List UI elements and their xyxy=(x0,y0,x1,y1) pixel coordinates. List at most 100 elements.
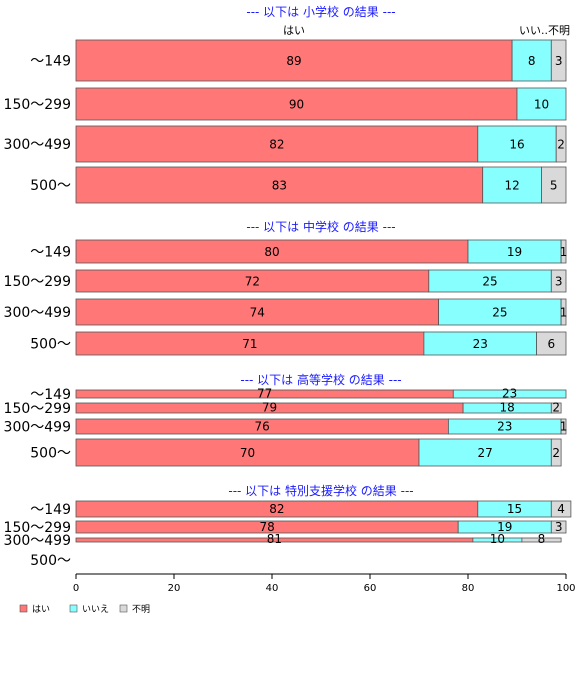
bar-value-label: 8 xyxy=(538,532,546,546)
bar-value-label: 3 xyxy=(555,54,563,68)
bar-value-label: 5 xyxy=(550,178,558,192)
bar-segment-unknown xyxy=(560,298,567,326)
category-label: ～149 xyxy=(30,54,71,70)
bar-segment-unknown xyxy=(521,537,562,543)
x-tick-label: 20 xyxy=(168,583,181,594)
series-header-yes: はい xyxy=(283,24,305,37)
x-tick-label: 60 xyxy=(364,583,377,594)
bar-value-label: 3 xyxy=(555,520,563,534)
category-label: 150～299 xyxy=(4,401,71,417)
section-title: --- 以下は 中学校 の結果 --- xyxy=(246,219,395,234)
bar-value-label: 1 xyxy=(560,245,568,259)
bar-value-label: 2 xyxy=(557,137,565,151)
bar-segment-unknown xyxy=(550,500,572,518)
bar-value-label: 23 xyxy=(497,419,512,433)
bar-value-label: 74 xyxy=(250,305,265,319)
x-tick-label: 80 xyxy=(462,583,475,594)
bar-segment-yes xyxy=(75,438,420,467)
legend-label: はい xyxy=(32,604,50,615)
bar-value-label: 2 xyxy=(552,446,560,460)
category-label: 150～299 xyxy=(4,97,71,113)
bar-value-label: 82 xyxy=(269,137,284,151)
bar-value-label: 19 xyxy=(497,520,512,534)
bar-value-label: 23 xyxy=(473,337,488,351)
bar-segment-unknown xyxy=(550,438,562,467)
category-label: 500～ xyxy=(30,178,71,194)
category-label: 500～ xyxy=(30,553,71,569)
bar-value-label: 76 xyxy=(255,419,270,433)
bar-value-label: 2 xyxy=(552,401,560,415)
bar-segment-unknown xyxy=(550,402,562,414)
series-header-other: いい..不明 xyxy=(519,24,570,37)
bar-segment-no xyxy=(477,125,557,163)
bar-value-label: 27 xyxy=(478,446,493,460)
bar-segment-unknown xyxy=(550,39,567,82)
bar-segment-no xyxy=(482,166,542,204)
bar-segment-no xyxy=(418,438,552,467)
bar-value-label: 10 xyxy=(490,532,505,546)
bar-value-label: 71 xyxy=(242,337,257,351)
legend-label: いいえ xyxy=(82,604,109,615)
x-tick-label: 0 xyxy=(73,583,79,594)
bar-value-label: 1 xyxy=(560,305,568,319)
category-label: ～149 xyxy=(30,387,71,403)
bar-value-label: 18 xyxy=(500,401,515,415)
bar-value-label: 25 xyxy=(492,305,507,319)
category-label: 300～499 xyxy=(4,533,71,549)
bar-value-label: 1 xyxy=(560,419,568,433)
bar-value-label: 81 xyxy=(267,532,282,546)
bar-value-label: 79 xyxy=(262,401,277,415)
category-label: 500～ xyxy=(30,446,71,462)
bar-segment-no xyxy=(511,39,552,82)
bar-value-label: 78 xyxy=(259,520,274,534)
bar-value-label: 4 xyxy=(557,502,565,516)
legend-label: 不明 xyxy=(132,604,150,615)
bar-value-label: 90 xyxy=(289,97,304,111)
legend-swatch xyxy=(19,604,28,613)
bar-value-label: 82 xyxy=(269,502,284,516)
bar-segment-yes xyxy=(75,125,479,163)
section-title: --- 以下は 特別支援学校 の結果 --- xyxy=(228,483,413,498)
bar-segment-unknown xyxy=(550,520,567,534)
legend-swatch xyxy=(119,604,128,613)
bar-value-label: 19 xyxy=(507,245,522,259)
category-label: 300～499 xyxy=(4,420,71,436)
group-4: --- 以下は 特別支援学校 の結果 --- ～149 82 15 4 150～299 78… xyxy=(4,483,572,569)
bar-value-label: 80 xyxy=(264,245,279,259)
category-label: 150～299 xyxy=(4,520,71,536)
category-label: ～149 xyxy=(30,245,71,261)
bar-value-label: 16 xyxy=(509,137,524,151)
bar-segment-yes xyxy=(75,39,513,82)
bar-segment-unknown xyxy=(550,269,567,293)
bar-segment-unknown xyxy=(560,418,567,435)
bar-segment-unknown xyxy=(541,166,567,204)
legend: はい いいえ 不明 xyxy=(19,604,150,615)
group-2: --- 以下は 中学校 の結果 --- ～149 80 19 1 150～299 72 25 3… xyxy=(4,219,568,356)
category-label: 150～299 xyxy=(4,274,71,290)
bar-value-label: 6 xyxy=(547,337,555,351)
x-tick-label: 40 xyxy=(266,583,279,594)
bar-value-label: 3 xyxy=(555,274,563,288)
bar-value-label: 15 xyxy=(507,502,522,516)
bar-segment-unknown xyxy=(555,125,567,163)
bar-value-label: 23 xyxy=(502,387,517,401)
x-tick-label: 100 xyxy=(556,583,575,594)
category-label: 500～ xyxy=(30,337,71,353)
bar-value-label: 25 xyxy=(482,274,497,288)
bar-segment-yes xyxy=(75,87,518,121)
bar-value-label: 77 xyxy=(257,387,272,401)
bar-segment-unknown xyxy=(560,239,567,264)
section-title: --- 以下は 小学校 の結果 --- xyxy=(246,4,395,19)
bar-segment-no xyxy=(438,298,562,326)
bar-value-label: 8 xyxy=(528,54,536,68)
bar-segment-no xyxy=(452,389,567,399)
bar-segment-yes xyxy=(75,166,484,204)
bar-value-label: 83 xyxy=(272,178,287,192)
bar-value-label: 10 xyxy=(534,97,549,111)
category-label: ～149 xyxy=(30,502,71,518)
bar-value-label: 12 xyxy=(504,178,519,192)
bar-value-label: 72 xyxy=(245,274,260,288)
